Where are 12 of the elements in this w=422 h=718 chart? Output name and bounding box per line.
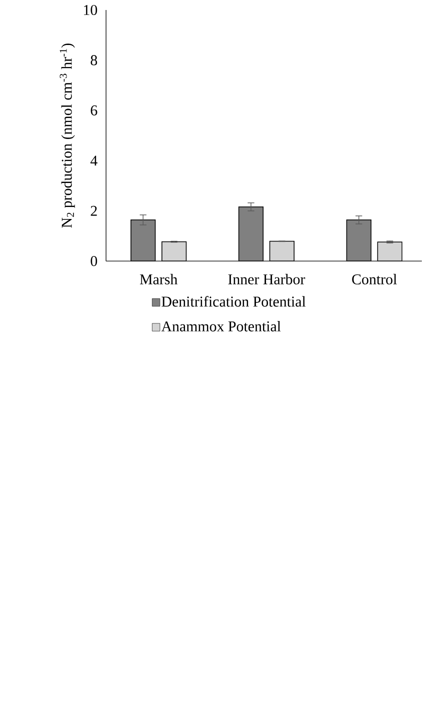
legend-label: Anammox Potential [161,320,281,332]
y-tick-label: 6 [90,105,98,116]
y-tick-label: 10 [84,4,98,16]
x-tick-label: Control [352,274,397,284]
x-tick-label: Marsh [140,274,178,284]
legend-label: Denitrification Potential [162,296,306,307]
y-tick-label: 8 [90,55,98,66]
y-tick-label: 4 [90,156,98,166]
y-tick-label: 0 [90,256,98,266]
x-tick-label: Inner Harbor [228,274,306,284]
y-axis-title: N$_{2}$ production (nmol cm$^{-3}$ hr$^{-1}$) [60,44,75,228]
y-tick-label: 2 [90,206,97,216]
